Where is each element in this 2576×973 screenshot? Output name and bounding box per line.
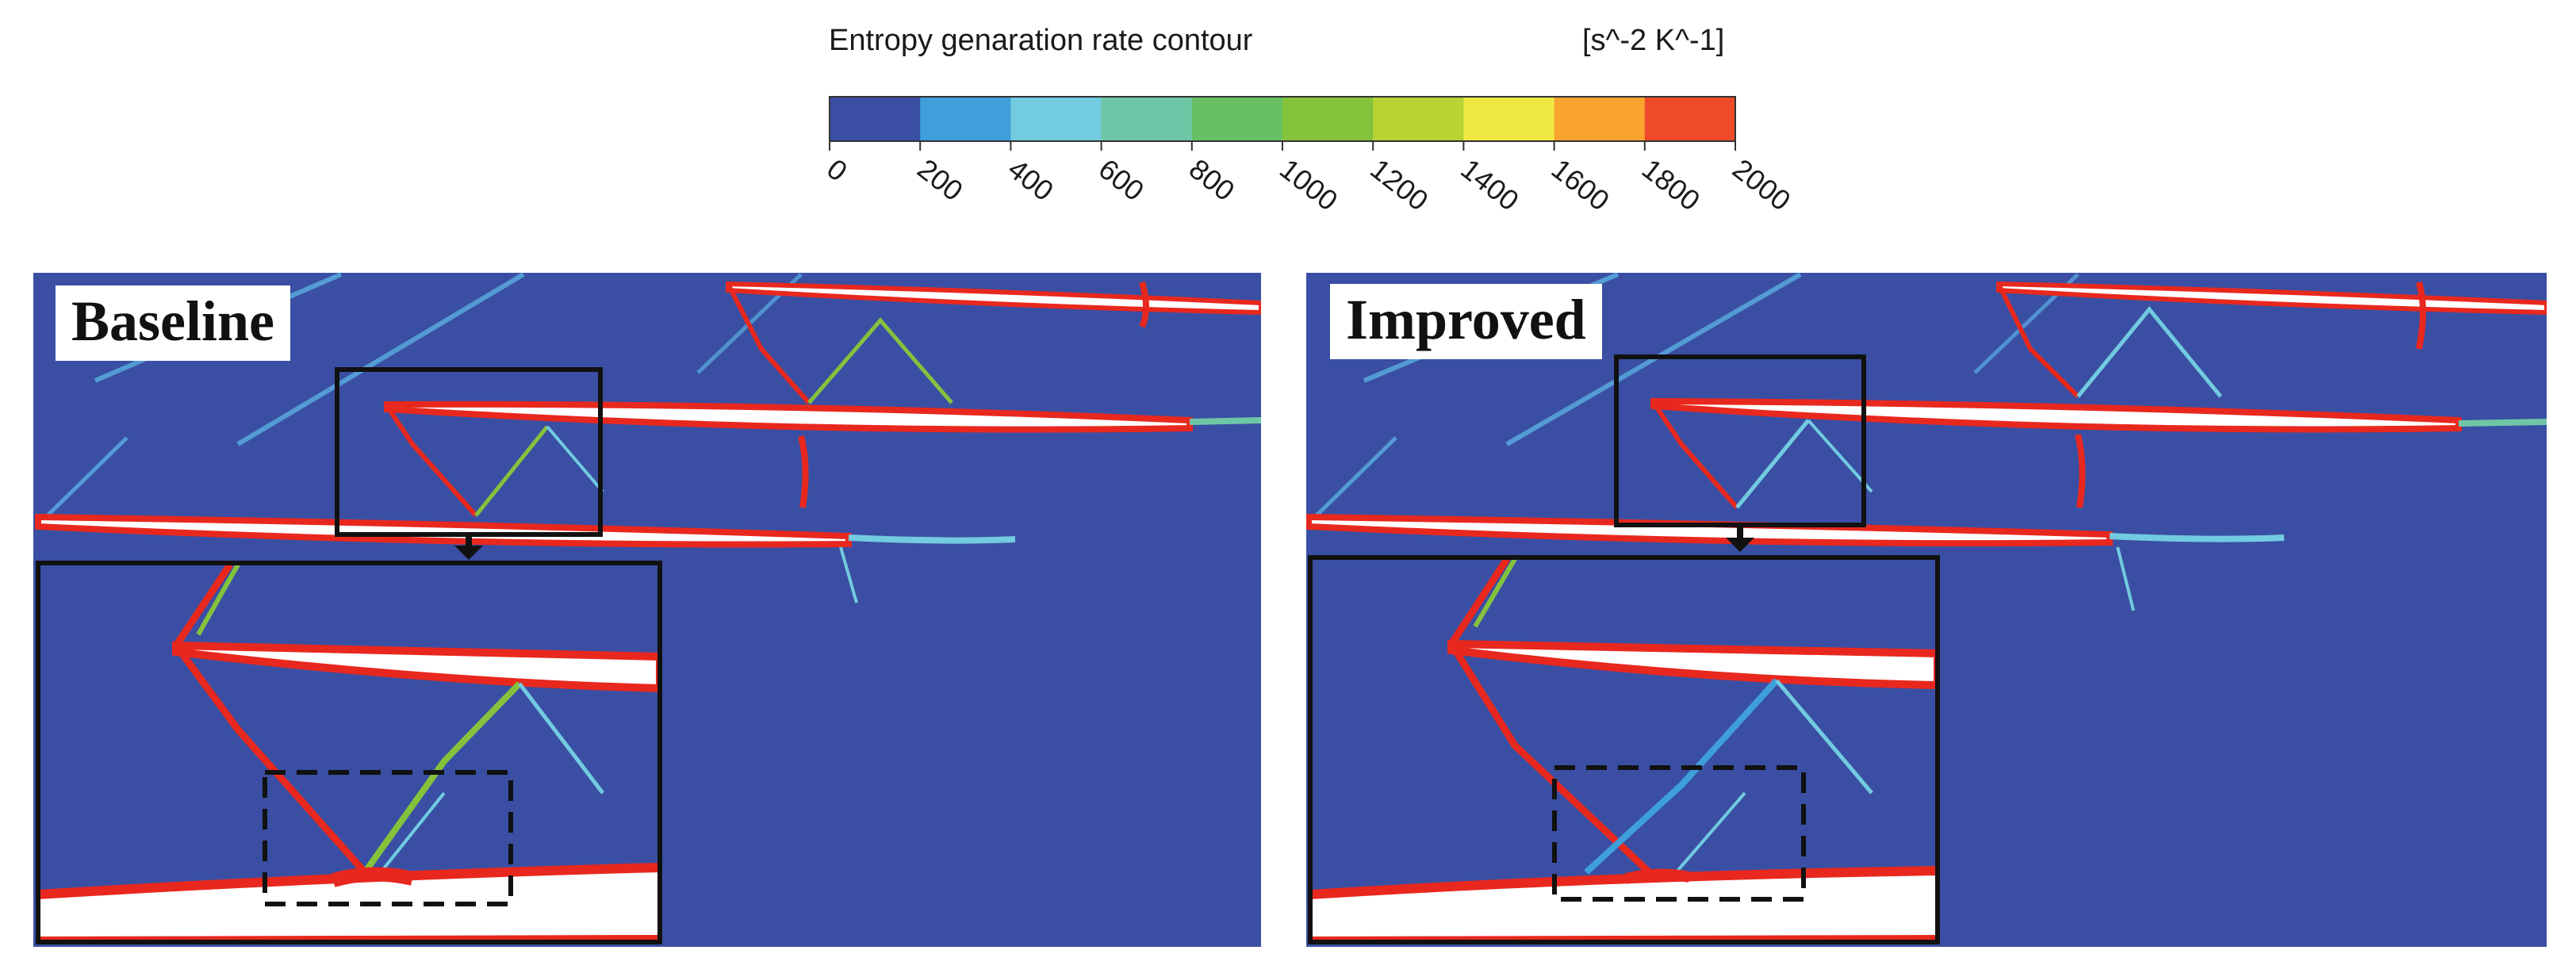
inset-shock: [1473, 557, 1517, 628]
colorbar-tick-label: 1000: [1274, 152, 1344, 217]
colorbar-tick-label: 600: [1093, 152, 1151, 207]
inset-reflected-shock: [362, 681, 522, 875]
inset-bow-shock: [1447, 557, 1661, 883]
baseline-inset: [36, 561, 662, 944]
inset-reflected-shock: [1584, 678, 1779, 875]
reflected-shock: [807, 317, 953, 404]
colorbar-segment: [1644, 97, 1736, 141]
inset-separation: [331, 867, 415, 887]
inset-upper-blade: [1447, 639, 1938, 690]
colorbar-segment: [830, 97, 921, 141]
shock: [798, 435, 809, 508]
baseline-panel: [33, 273, 1261, 947]
blade-top: [1996, 281, 2547, 316]
baseline-label: Baseline: [56, 285, 291, 361]
colorbar-tick-label: 1400: [1455, 152, 1524, 217]
colorbar-segment: [920, 97, 1011, 141]
oblique-shock: [236, 273, 525, 446]
blade-top: [726, 281, 1261, 316]
colorbar-tick-label: 400: [1002, 152, 1060, 207]
improved-label: Improved: [1330, 284, 1602, 359]
colorbar-tick-label: 1800: [1636, 152, 1706, 217]
inset-reflected-shock: [518, 682, 604, 795]
blade-middle: [384, 400, 1193, 433]
colorbar-tick-label: 800: [1183, 152, 1241, 207]
wake: [1189, 417, 1261, 425]
bow-shock: [1996, 282, 2080, 399]
inset-reflected-shock: [1775, 679, 1873, 795]
colorbar-tick-label: 0: [821, 152, 853, 188]
wake: [2109, 533, 2285, 542]
oblique-shock: [1315, 436, 1397, 517]
colorbar-tick-label: 1200: [1364, 152, 1434, 217]
improved-inset: [1308, 555, 1940, 944]
colorbar-segment: [1101, 97, 1193, 141]
inset-lower-edge: [38, 935, 660, 941]
blade-bottom: [1306, 513, 2113, 547]
reflected-shock: [546, 425, 604, 493]
inset-expansion: [1672, 791, 1746, 877]
colorbar-tick-label: 2000: [1727, 152, 1796, 217]
reflected-shock: [474, 425, 549, 517]
improved-panel: [1306, 273, 2547, 947]
reflected-shock: [2076, 306, 2222, 398]
wake: [2458, 419, 2547, 427]
inset-frame: [1308, 555, 1940, 944]
colorbar-title: Entropy genaration rate contour: [829, 24, 1253, 57]
shock: [2075, 434, 2086, 508]
inset-lower-edge: [1310, 935, 1938, 941]
colorbar-segment: [1191, 97, 1283, 141]
colorbar-segment: [1010, 97, 1102, 141]
blade-middle: [1650, 397, 2462, 433]
inset-shock: [196, 563, 240, 636]
bow-shock: [385, 404, 478, 517]
inset-upper-blade: [172, 641, 660, 693]
zoom-arrow-head: [1726, 538, 1754, 552]
colorbar-segment: [1373, 97, 1464, 141]
inset-boundary-layer: [1310, 866, 1938, 899]
inset-expansion: [379, 791, 446, 874]
bow-shock: [1651, 401, 1739, 509]
inset-frame: [36, 561, 662, 944]
colorbar: 0 200 400 600 800 1000 1200 1400 1600 1800 2000: [821, 96, 1796, 217]
colorbar-segment: [1282, 97, 1374, 141]
blade-bottom: [35, 513, 852, 548]
shock: [1139, 281, 1149, 328]
bow-shock: [726, 282, 811, 404]
reflected-shock: [1807, 419, 1873, 493]
shock: [839, 546, 858, 603]
inset-bow-shock: [171, 563, 368, 875]
colorbar-segment: [1463, 97, 1555, 141]
oblique-shock: [46, 436, 128, 517]
wake: [848, 534, 1016, 544]
colorbar-tick-label: 200: [911, 152, 969, 207]
zoom-arrow-head: [454, 546, 483, 560]
shock: [2416, 281, 2426, 350]
colorbar-tick-label: 1600: [1546, 152, 1616, 217]
colorbar-segment: [1554, 97, 1646, 141]
reflected-shock: [1735, 419, 1810, 509]
colorbar-unit: [s^-2 K^-1]: [1582, 24, 1725, 57]
shock: [2116, 546, 2135, 611]
inset-separation: [1624, 868, 1691, 884]
